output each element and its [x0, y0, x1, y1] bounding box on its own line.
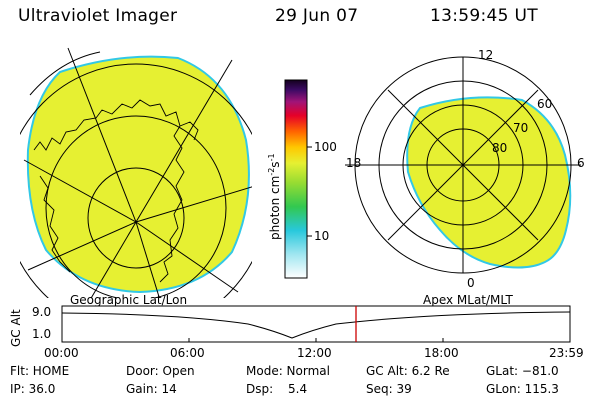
- app-title: Ultraviolet Imager: [18, 6, 178, 26]
- colorbar-unit-label: photon cm-2s-1: [267, 153, 282, 240]
- lat-label-70: 70: [513, 121, 529, 135]
- apex-panel-label: Apex MLat/MLT: [423, 293, 513, 307]
- xtick-1800: 18:00: [424, 346, 459, 360]
- colorbar-tick-100: 100: [314, 140, 337, 154]
- xtick-2359: 23:59: [549, 346, 584, 360]
- info-dsp-value: 5.4: [288, 382, 308, 396]
- colorbar-tick-10: 10: [314, 229, 330, 243]
- info-mode: Mode: Normal: [246, 364, 330, 378]
- mlt-label-12: 12: [478, 48, 494, 62]
- info-flt: Flt: HOME: [10, 364, 70, 378]
- mlt-label-6: 6: [577, 156, 585, 170]
- polar-emission-region: [406, 96, 572, 269]
- info-seq: Seq: 39: [366, 382, 412, 396]
- altitude-curve: [61, 311, 571, 339]
- lat-label-60: 60: [537, 97, 553, 111]
- mlt-label-18: 18: [346, 156, 362, 170]
- date-label: 29 Jun 07: [275, 6, 359, 26]
- colorbar-gradient: [284, 79, 308, 279]
- info-gain: Gain: 14: [126, 382, 177, 396]
- xtick-0600: 06:00: [170, 346, 205, 360]
- altitude-ytick-top: 9.0: [32, 305, 52, 319]
- geographic-panel-label: Geographic Lat/Lon: [70, 293, 188, 307]
- altitude-ylabel: GC Alt: [9, 309, 23, 347]
- xtick-1200: 12:00: [297, 346, 332, 360]
- info-ip: IP: 36.0: [10, 382, 56, 396]
- info-glon: GLon: 115.3: [486, 382, 559, 396]
- time-label: 13:59:45 UT: [430, 6, 538, 26]
- info-gcalt: GC Alt: 6.2 Re: [366, 364, 450, 378]
- geo-emission-region: [26, 55, 250, 294]
- geo-grid: [20, 47, 252, 298]
- mlt-label-0: 0: [467, 276, 475, 290]
- info-door: Door: Open: [126, 364, 195, 378]
- xtick-0000: 00:00: [44, 346, 79, 360]
- info-glat: GLat: −81.0: [486, 364, 559, 378]
- altitude-ytick-bottom: 1.0: [32, 327, 52, 341]
- lat-label-80: 80: [492, 141, 508, 155]
- info-dsp-label: Dsp:: [246, 382, 274, 396]
- coastline: [33, 99, 199, 283]
